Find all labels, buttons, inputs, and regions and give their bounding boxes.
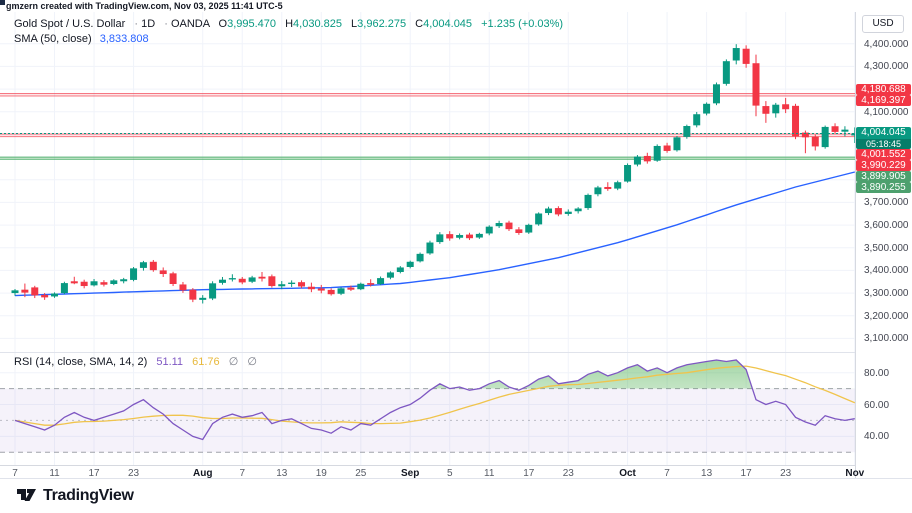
time-axis-tick: Aug [192,468,213,479]
resistance-price-badge: 4,169.397 [856,95,911,107]
time-axis-tick: 11 [484,468,495,479]
resistance-price-badge: 4,180.688 [856,84,911,96]
symbol-title: Gold Spot / U.S. Dollar [14,18,126,30]
close-value: 4,004.045 [423,18,473,30]
rsi-axis-tick: 40.00 [864,431,890,443]
time-axis-tick: 19 [315,468,327,479]
change-value: +1.235 (+0.03%) [481,18,564,30]
price-axis-tick: 3,500.000 [864,242,909,254]
price-axis-tick: 3,200.000 [864,310,909,322]
rsi-legend-row[interactable]: RSI (14, close, SMA, 14, 2) 51.11 61.76 … [14,355,257,370]
rsi-null-value: ∅ [247,356,257,368]
bottom-toolbar: TradingView [0,478,912,513]
time-axis-tick: 17 [88,468,100,479]
bar-countdown: 05:18:45 [856,139,911,150]
price-axis-tick: 3,100.000 [864,333,909,345]
symbol-exchange: OANDA [170,18,210,30]
time-axis-tick: 17 [740,468,752,479]
time-axis-tick: Oct [619,468,636,479]
rsi-axis-tick: 60.00 [864,399,890,411]
time-axis-tick: Sep [401,468,420,479]
price-axis-tick: 4,400.000 [864,38,909,50]
current-price-value: 4,004.045 [861,127,906,139]
rsi-pane-canvas[interactable] [0,352,855,465]
symbol-legend-row[interactable]: Gold Spot / U.S. Dollar · 1D · OANDA O3,… [14,17,563,32]
time-axis-tick: 13 [701,468,713,479]
time-axis-tick: 23 [127,468,140,479]
sma-label: SMA (50, close) [14,33,92,45]
attribution-text: gmzern created with TradingView.com, Nov… [6,1,283,11]
price-axis-tick: 3,600.000 [864,220,909,232]
tradingview-logo-icon [17,489,36,501]
tradingview-logo[interactable]: TradingView [16,487,134,505]
low-label: L [351,18,358,30]
currency-unit-button[interactable]: USD [862,15,904,33]
time-axis-tick: Nov [845,468,865,479]
current-price-badge: 4,004.045 05:18:45 [856,127,911,150]
close-label: C [415,18,424,30]
pane-separator[interactable] [0,352,855,353]
price-axis-tick: 3,400.000 [864,265,909,277]
open-value: 3,995.470 [227,18,277,30]
time-axis-tick: 23 [780,468,792,479]
sma-value: 3,833.808 [99,33,149,45]
time-axis-tick: 5 [446,468,453,479]
main-price-pane-canvas[interactable] [0,12,855,352]
rsi-ma-value: 61.76 [192,356,220,368]
rsi-label: RSI (14, close, SMA, 14, 2) [14,356,148,368]
high-label: H [285,18,294,30]
time-axis-tick: 7 [239,468,246,479]
open-label: O [218,18,228,30]
symbol-interval: 1D [141,18,156,30]
rsi-null-value: ∅ [228,356,239,368]
legend-separator: · [164,18,168,30]
time-axis-tick: 13 [276,468,288,479]
price-axis-tick: 4,300.000 [864,61,909,73]
price-axis-tick: 3,300.000 [864,288,909,300]
level-price-badge: 3,890.255 [856,182,911,194]
tradingview-logo-text: TradingView [43,487,134,504]
time-axis-tick: 23 [562,468,574,479]
time-axis-tick: 17 [523,468,535,479]
window-corner-artifact [0,0,5,5]
price-axis-tick: 4,100.000 [864,106,909,118]
high-value: 4,030.825 [293,18,342,30]
time-axis-tick: 7 [664,468,670,479]
legend-separator: · [134,18,139,30]
time-axis-tick: 11 [49,468,60,479]
sma-legend-row[interactable]: SMA (50, close) 3,833.808 [14,32,149,47]
time-axis-tick: 25 [355,468,367,479]
rsi-value: 51.11 [156,356,184,368]
time-axis-tick: 7 [12,468,18,479]
level-price-badge: 4,001.552 [856,149,911,161]
rsi-axis-tick: 80.00 [864,367,890,379]
time-axis[interactable]: 7 11 17 23 Aug 7 13 19 25 Sep 5 11 17 23 Oct 7 13 17 23 Nov [0,465,864,479]
level-price-badge: 3,990.229 [856,160,911,172]
low-value: 3,962.275 [357,18,407,30]
price-axis-tick: 3,700.000 [864,197,909,209]
level-price-badge: 3,899.905 [856,171,911,183]
